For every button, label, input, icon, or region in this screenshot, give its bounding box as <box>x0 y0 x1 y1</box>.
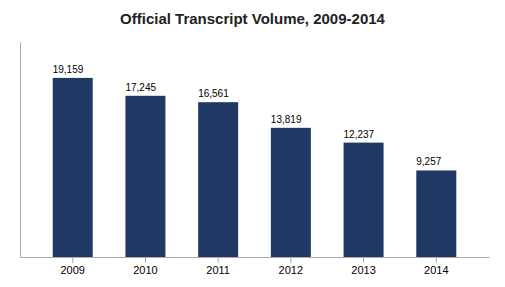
x-tick: 2010 <box>133 257 157 276</box>
x-axis-line <box>21 257 490 258</box>
x-axis: 2009 2010 2011 2012 2013 2014 <box>21 257 490 276</box>
x-tick-mark <box>72 257 73 263</box>
x-tick-label: 2014 <box>424 264 448 276</box>
data-label: 17,245 <box>125 82 156 93</box>
x-tick-mark <box>145 257 146 263</box>
y-axis-line <box>20 43 21 258</box>
bar <box>271 128 311 257</box>
data-label: 19,159 <box>53 64 84 75</box>
x-tick: 2009 <box>60 257 84 276</box>
x-tick-label: 2013 <box>351 264 375 276</box>
x-tick-mark <box>290 257 291 263</box>
data-label: 12,237 <box>344 129 375 140</box>
data-labels: 19,159 17,245 16,561 13,819 12,237 9,257 <box>53 64 442 168</box>
bar <box>125 96 165 257</box>
data-label: 13,819 <box>271 114 302 125</box>
bar <box>344 143 384 257</box>
x-tick-mark <box>218 257 219 263</box>
x-tick-label: 2011 <box>206 264 230 276</box>
x-tick-mark <box>363 257 364 263</box>
x-tick-label: 2012 <box>279 264 303 276</box>
title: Official Transcript Volume, 2009-2014 <box>120 10 385 27</box>
bar <box>53 78 93 257</box>
x-tick-label: 2009 <box>60 264 84 276</box>
y-axis <box>20 43 21 258</box>
x-tick-label: 2010 <box>133 264 157 276</box>
bar <box>198 102 238 257</box>
bar <box>416 170 456 257</box>
data-label: 9,257 <box>416 156 441 167</box>
plot: 2009 2010 2011 2012 2013 2014 19,159 17,245 16,5… <box>21 43 490 276</box>
bars <box>53 78 457 257</box>
x-tick-mark <box>436 257 437 263</box>
x-tick: 2014 <box>424 257 448 276</box>
x-tick: 2013 <box>351 257 375 276</box>
x-tick: 2011 <box>206 257 230 276</box>
x-tick: 2012 <box>279 257 303 276</box>
chart: Official Transcript Volume, 2009-2014 200… <box>0 0 505 287</box>
data-label: 16,561 <box>198 88 229 99</box>
